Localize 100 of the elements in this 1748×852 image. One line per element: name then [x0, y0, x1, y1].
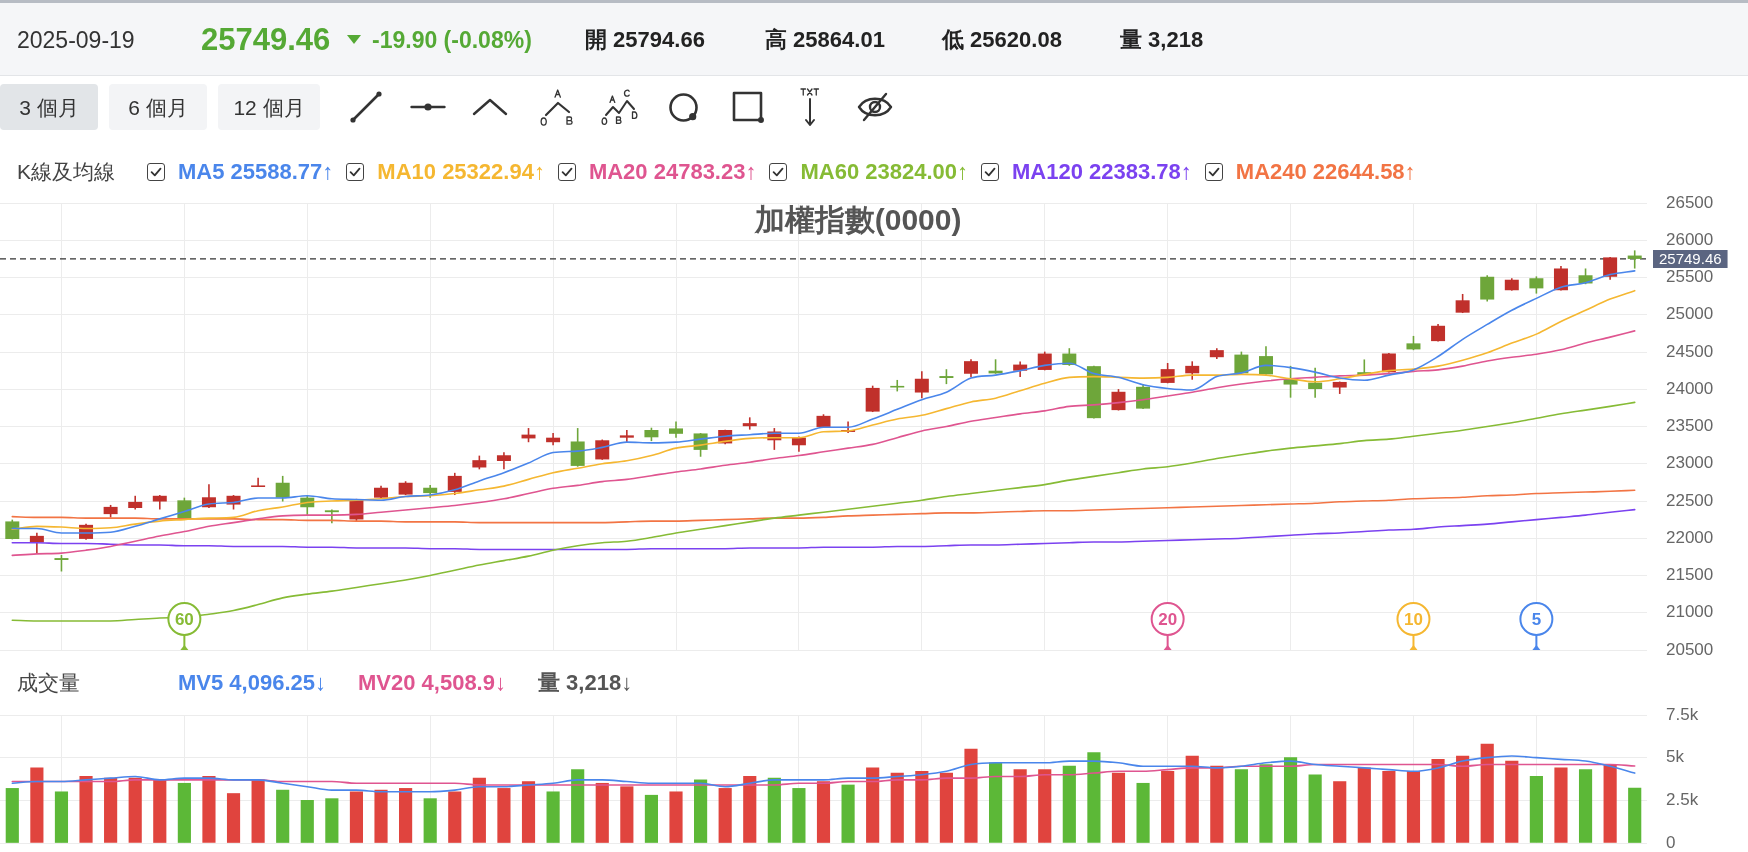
text: MA120 22383.78↑ — [1012, 159, 1192, 184]
y-tick-label: 23000 — [1666, 453, 1714, 473]
legend-title: 成交量 — [17, 671, 80, 694]
bar — [54, 791, 69, 843]
bar — [177, 782, 191, 843]
text: MA10 25322.94↑ — [377, 159, 545, 184]
bar — [964, 748, 978, 843]
candlestick — [1381, 352, 1396, 374]
bar — [251, 779, 265, 843]
bar — [1161, 770, 1175, 843]
text: MA5 25588.77↑ — [178, 159, 334, 184]
text: MV20 4,508.9↓ — [357, 670, 506, 695]
text: MA240 22644.58↑ — [1235, 159, 1416, 184]
bar — [890, 772, 904, 843]
bar — [128, 777, 142, 843]
bar — [694, 779, 708, 843]
bar — [1234, 769, 1248, 843]
bar — [30, 767, 44, 843]
y-tick-label: 24500 — [1666, 341, 1714, 361]
text: 高 25864.01 — [765, 27, 885, 52]
text: MA60 23824.00↑ — [800, 159, 969, 184]
line-series — [11, 763, 1636, 786]
tab: 12 個月 — [218, 84, 320, 130]
bar — [1038, 769, 1052, 843]
y-tick-label: 20500 — [1666, 639, 1714, 659]
y-tick-label: 0 — [1666, 832, 1676, 852]
bar — [792, 788, 806, 843]
line-series — [11, 508, 1636, 551]
bar — [1283, 757, 1298, 843]
candlestick — [1553, 265, 1568, 292]
bar — [1603, 764, 1617, 843]
y-tick-label: 26500 — [1666, 192, 1714, 212]
y-tick-label: 22500 — [1666, 490, 1714, 510]
bar — [325, 798, 339, 843]
candlestick — [914, 370, 929, 400]
bar — [202, 776, 216, 843]
text: 25749.46 — [201, 21, 331, 57]
bar — [1111, 772, 1126, 843]
bar — [1062, 765, 1076, 843]
candlestick — [275, 475, 290, 503]
bar — [1087, 752, 1101, 843]
bar — [521, 781, 536, 843]
bar — [644, 794, 659, 843]
bar — [1185, 755, 1199, 843]
bar — [866, 767, 880, 843]
bar — [1136, 782, 1150, 843]
bar — [669, 791, 683, 843]
candlestick — [1136, 383, 1151, 410]
bar — [153, 779, 167, 843]
text: MA20 24783.23↑ — [588, 159, 757, 184]
text: 量 3,218↓ — [537, 670, 633, 695]
bar — [1628, 787, 1642, 843]
candlestick — [742, 416, 757, 431]
line-series — [11, 755, 1636, 793]
y-tick-label: 26000 — [1666, 229, 1714, 249]
bar — [399, 788, 413, 843]
bar — [1431, 759, 1445, 843]
bar — [595, 782, 609, 843]
candlestick — [1185, 360, 1200, 381]
y-tick-label: 7.5k — [1666, 704, 1699, 724]
bar — [1505, 760, 1519, 843]
y-tick-label: 25000 — [1666, 304, 1714, 324]
chart-title: 加權指數(0000) — [753, 203, 962, 237]
bar — [767, 777, 781, 843]
bar — [939, 772, 953, 843]
bar — [620, 786, 634, 843]
annotation: 20 — [1158, 609, 1178, 629]
bar — [226, 793, 241, 843]
candlestick — [865, 384, 880, 413]
bar — [374, 789, 388, 843]
bar — [79, 776, 93, 843]
line-series — [11, 330, 1636, 557]
bar — [1382, 770, 1396, 843]
annotation: 10 — [1404, 609, 1423, 629]
bar — [816, 781, 831, 843]
tab: 3 個月 — [0, 84, 98, 130]
y-tick-label: 23500 — [1666, 416, 1714, 436]
text: 低 25620.08 — [942, 27, 1062, 52]
bar — [423, 798, 437, 843]
bar — [1333, 781, 1347, 843]
bar — [1406, 770, 1421, 843]
bar — [276, 789, 290, 843]
text: 量 3,218 — [1120, 27, 1204, 52]
bar — [571, 769, 585, 843]
bar — [1456, 755, 1470, 843]
text: 2025-09-19 — [17, 26, 135, 53]
bar — [5, 788, 19, 843]
y-tick-label: 21000 — [1666, 602, 1714, 622]
annotation: 60 — [174, 609, 194, 629]
bar — [104, 777, 118, 843]
bar — [349, 791, 364, 843]
text: -19.90 (-0.08%) — [372, 26, 532, 53]
bar — [1357, 767, 1371, 843]
bar — [472, 777, 486, 843]
y-tick-label: 5k — [1666, 747, 1685, 767]
bar — [743, 776, 757, 843]
annotation: 5 — [1531, 609, 1542, 629]
bar — [448, 791, 462, 843]
ref-line-label: 25749.46 — [1659, 250, 1722, 268]
bar — [1259, 764, 1273, 843]
